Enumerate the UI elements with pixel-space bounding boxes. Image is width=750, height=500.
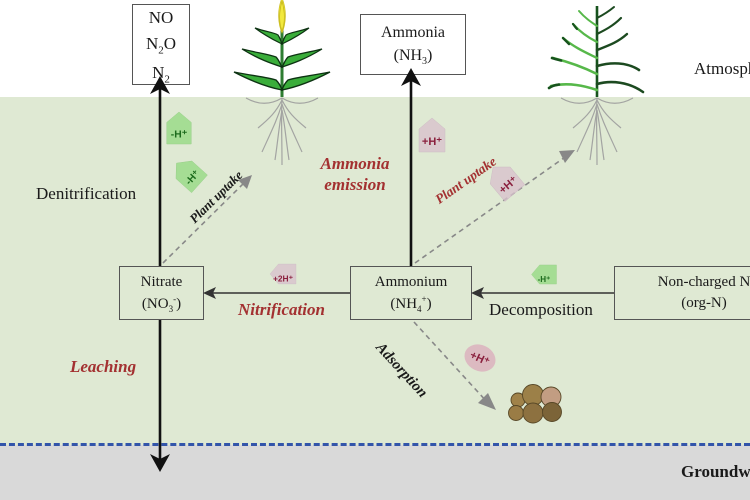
svg-text:+H⁺: +H⁺ xyxy=(422,136,442,148)
svg-text:-H⁺: -H⁺ xyxy=(171,129,187,140)
svg-text:+2H⁺: +2H⁺ xyxy=(273,274,293,284)
svg-text:-H⁺: -H⁺ xyxy=(538,275,551,284)
